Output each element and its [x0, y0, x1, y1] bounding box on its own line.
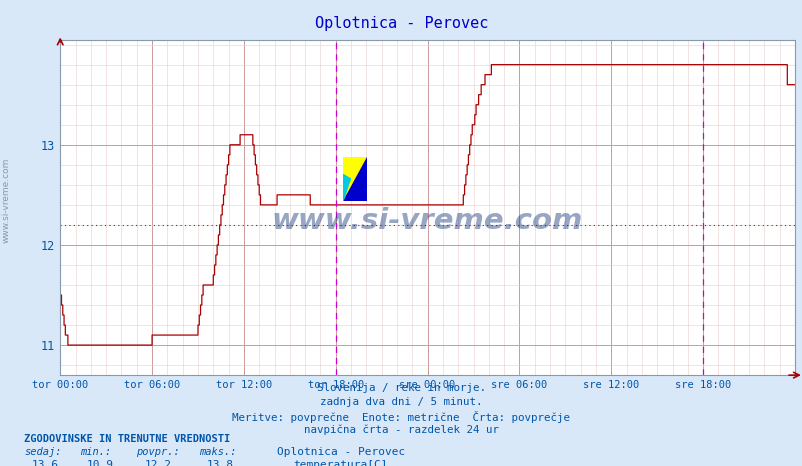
Text: povpr.:: povpr.:	[136, 447, 180, 457]
Text: www.si-vreme.com: www.si-vreme.com	[2, 158, 11, 243]
Polygon shape	[342, 157, 367, 201]
Text: Oplotnica - Perovec: Oplotnica - Perovec	[314, 16, 488, 31]
Text: Oplotnica - Perovec: Oplotnica - Perovec	[277, 447, 405, 457]
Text: 12,2: 12,2	[144, 460, 172, 466]
Text: Meritve: povprečne  Enote: metrične  Črta: povprečje: Meritve: povprečne Enote: metrične Črta:…	[233, 411, 569, 423]
Text: maks.:: maks.:	[199, 447, 237, 457]
Text: sedaj:: sedaj:	[24, 447, 62, 457]
Text: 13,8: 13,8	[207, 460, 234, 466]
Text: zadnja dva dni / 5 minut.: zadnja dva dni / 5 minut.	[320, 397, 482, 407]
Polygon shape	[342, 157, 367, 201]
Text: navpična črta - razdelek 24 ur: navpična črta - razdelek 24 ur	[304, 425, 498, 436]
Text: ZGODOVINSKE IN TRENUTNE VREDNOSTI: ZGODOVINSKE IN TRENUTNE VREDNOSTI	[24, 434, 230, 444]
Text: min.:: min.:	[80, 447, 111, 457]
Polygon shape	[342, 174, 350, 201]
Text: 13,6: 13,6	[32, 460, 59, 466]
Text: Slovenija / reke in morje.: Slovenija / reke in morje.	[317, 383, 485, 393]
Text: www.si-vreme.com: www.si-vreme.com	[272, 207, 582, 235]
Text: 10,9: 10,9	[87, 460, 114, 466]
Text: temperatura[C]: temperatura[C]	[293, 460, 387, 466]
